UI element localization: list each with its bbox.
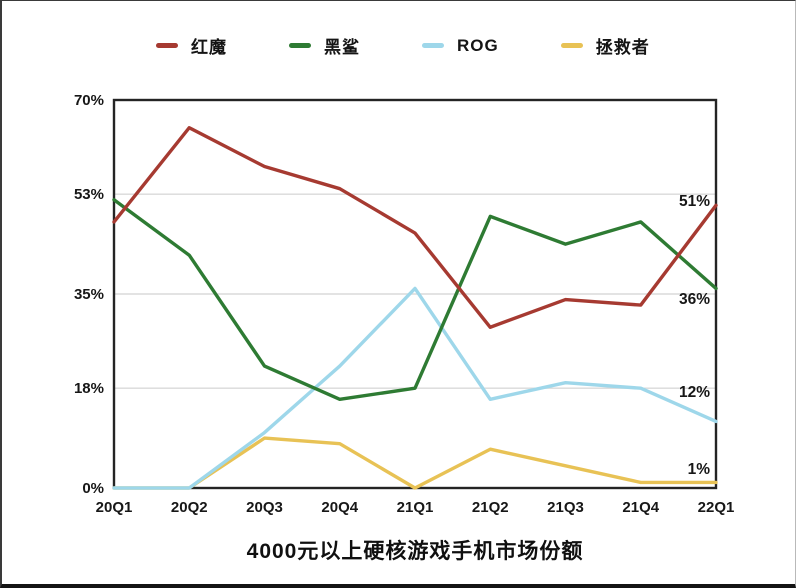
series-end-label: 51% <box>679 193 710 210</box>
x-axis-tick-label: 21Q2 <box>472 499 509 516</box>
series-end-label: 12% <box>679 384 710 401</box>
legend-label: 黑鲨 <box>324 38 360 57</box>
series-end-label: 36% <box>679 291 710 308</box>
series-line-rog <box>112 286 718 490</box>
legend-line-swatch-icon <box>560 43 583 48</box>
y-axis-tick-label: 70% <box>74 92 104 109</box>
x-axis-tick-label: 20Q4 <box>321 499 358 516</box>
legend-label: 红魔 <box>191 38 227 57</box>
legend-label: ROG <box>457 35 499 55</box>
y-axis-tick-label: 18% <box>74 380 104 397</box>
series-line-black-shark <box>112 198 718 402</box>
x-axis-tick-label: 20Q3 <box>246 499 283 516</box>
legend-line-swatch-icon <box>289 43 311 48</box>
legend-item-legion: 拯救者 <box>560 33 650 58</box>
legend-line-swatch-icon <box>422 43 444 48</box>
series-line-legion <box>112 436 718 490</box>
x-axis-tick-label: 21Q3 <box>547 499 584 516</box>
series-end-label: 1% <box>688 461 711 478</box>
y-axis-tick-label: 0% <box>82 480 104 497</box>
legend: 红魔 黑鲨 ROG 拯救者 <box>156 33 650 58</box>
legend-line-swatch-icon <box>156 43 178 48</box>
legend-label: 拯救者 <box>595 38 650 57</box>
y-axis-tick-label: 35% <box>74 286 104 303</box>
legend-item-red-magic: 红魔 <box>156 33 227 58</box>
x-axis-tick-label: 21Q4 <box>622 499 659 516</box>
x-axis-tick-label: 21Q1 <box>397 499 434 516</box>
y-axis-tick-label: 53% <box>74 186 104 203</box>
x-axis-tick-label: 20Q1 <box>96 499 133 516</box>
chart-title: 4000元以上硬核游戏手机市场份额 <box>246 540 584 563</box>
legend-item-rog: ROG <box>422 36 499 56</box>
x-axis-tick-label: 20Q2 <box>171 499 208 516</box>
legend-item-black-shark: 黑鲨 <box>289 33 360 58</box>
x-axis-tick-label: 22Q1 <box>698 499 735 516</box>
series-line-red-magic <box>112 126 718 329</box>
